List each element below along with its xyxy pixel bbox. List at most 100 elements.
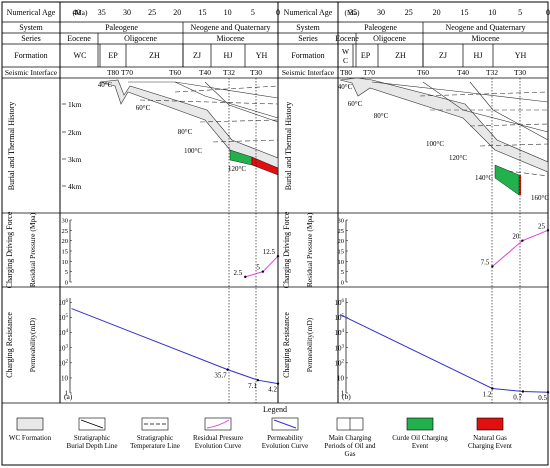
perm-tick-label: 105 [59, 314, 69, 322]
temperature-label: 60°C [348, 100, 363, 108]
series-eocene: Eocene [67, 34, 91, 43]
age-tick-label: 20 [173, 8, 181, 17]
system-label: System [296, 23, 320, 32]
system-paleogene: Paleogene [105, 23, 138, 32]
formation-label: Formation [291, 51, 324, 60]
gas-charging-event [251, 156, 279, 176]
permeability-curve [71, 308, 279, 385]
legend-label: Charging Event [468, 442, 512, 450]
pressure-point [244, 275, 247, 279]
seismic-label: T80 [107, 68, 119, 77]
formation-label: Formation [14, 51, 47, 60]
formation-label: ZJ [193, 51, 201, 60]
temperature-line [479, 143, 549, 147]
perm-point [256, 378, 260, 382]
pressure-tick-label: 30 [338, 218, 345, 225]
seismic-label: T70 [363, 68, 375, 77]
perm-tick-label: 10 [337, 374, 345, 382]
temperature-label: 100°C [426, 140, 444, 148]
pressure-tick-label: 5 [65, 269, 68, 276]
header-labels-b: Numerical Age System Series Formation Se… [282, 8, 335, 77]
perm-value-label: 35.7 [214, 372, 227, 380]
pressure-tick-label: 15 [338, 249, 345, 256]
legend-label: Main Charging [329, 434, 372, 442]
legend-title: Legend [263, 405, 287, 414]
legend-label: Evolution Curve [195, 442, 241, 450]
force-axis-label: Charging Driving Force [282, 211, 291, 288]
formation-label: HJ [224, 51, 233, 60]
seismic-label: T40 [457, 68, 469, 77]
seismic-label: Seismic Interface [5, 68, 58, 77]
perm-axis-label: Permeability(mD) [305, 317, 314, 372]
temperature-label: 120°C [228, 165, 246, 173]
temperature-label: 60°C [136, 104, 151, 112]
formation-label: WC [74, 51, 87, 60]
pressure-tick-label: 0 [341, 280, 344, 287]
system-neogene: Neogene and Quaternary [191, 23, 271, 32]
age-tick-label: 0 [276, 8, 280, 17]
perm-point [521, 390, 525, 393]
legend-label: Curde Oil Charging [392, 434, 448, 442]
burial-depth-line [174, 81, 279, 119]
temperature-label: 80°C [178, 128, 193, 136]
formation-label: C [343, 56, 348, 65]
permeability-curve [339, 314, 549, 393]
legend-label: WC Formation [9, 434, 52, 442]
pressure-tick-label: 25 [62, 228, 69, 235]
panel-a: 40 35 30 25 20 15 10 5 0(Ma)Paleogene Neogene and… [59, 8, 280, 403]
pressure-tick-label: 20 [62, 238, 69, 245]
burial-depth-line [469, 81, 549, 141]
seismic-label: T80 [340, 68, 352, 77]
temperature-line [469, 123, 549, 127]
temperature-label: 40°C [98, 81, 113, 89]
panel-tag: (b) [342, 392, 351, 401]
legend-label: Temperature Line [130, 442, 180, 450]
perm-axis-label: Permeability(mD) [28, 317, 37, 372]
legend-label: Evolution Curve [262, 442, 308, 450]
perm-tick-label: 103 [59, 344, 69, 352]
legend-wc-swatch [16, 417, 44, 431]
legend-label: Natural Gas [473, 434, 507, 442]
gas-charging-event [519, 175, 521, 195]
legend-label: Gas [345, 450, 356, 458]
temperature-label: 100°C [184, 147, 202, 155]
series-miocene: Miocene [217, 34, 245, 43]
perm-point [276, 382, 280, 385]
seismic-label: Seismic Interface [282, 68, 335, 77]
wc-formation-band [339, 77, 549, 173]
resistance-axis-label: Charging Resistance [282, 312, 291, 378]
pressure-point [491, 265, 494, 268]
formation-label: YH [256, 51, 268, 60]
age-tick-label: 40 [73, 8, 81, 17]
age-tick-label: 25 [405, 8, 413, 17]
perm-value-label: 1.2 [483, 390, 492, 398]
formation-label: YH [515, 51, 527, 60]
perm-tick-label: 104 [59, 329, 69, 337]
legend-label: Permeability [267, 434, 303, 442]
legend-label: Event [412, 442, 428, 450]
temperature-label: 160°C [531, 194, 549, 202]
age-tick-label: 5 [251, 8, 255, 17]
legend-oil-swatch [406, 417, 434, 431]
perm-tick-label: 105 [335, 314, 345, 322]
perm-value-label: 0.5 [538, 394, 547, 402]
age-unit-label: (Ma) [73, 8, 88, 17]
legend-label: Stratigraphic [74, 434, 110, 442]
legend-burial-line [80, 419, 104, 429]
seismic-label: T32 [486, 68, 498, 77]
legend-label: Stratigraphic [137, 434, 173, 442]
legend-label: Periods of Oil and [324, 442, 376, 450]
legend-label: Burial Depth Line [67, 442, 118, 450]
panel-b: 35 30 25 20 15 10 5 0(Ma)Paleogene Neogene and Q… [335, 8, 550, 403]
series-oligocene: Oligocene [373, 34, 406, 43]
temperature-label: 80°C [374, 112, 389, 120]
series-label: Series [298, 34, 318, 43]
pressure-value-label: 7.5 [481, 259, 490, 267]
burial-depth-line [371, 81, 549, 103]
age-tick-label: 20 [433, 8, 441, 17]
temperature-label: 120°C [449, 154, 467, 162]
series-eocene: Eocene [335, 34, 359, 43]
perm-value-label: 4.2 [268, 386, 277, 394]
